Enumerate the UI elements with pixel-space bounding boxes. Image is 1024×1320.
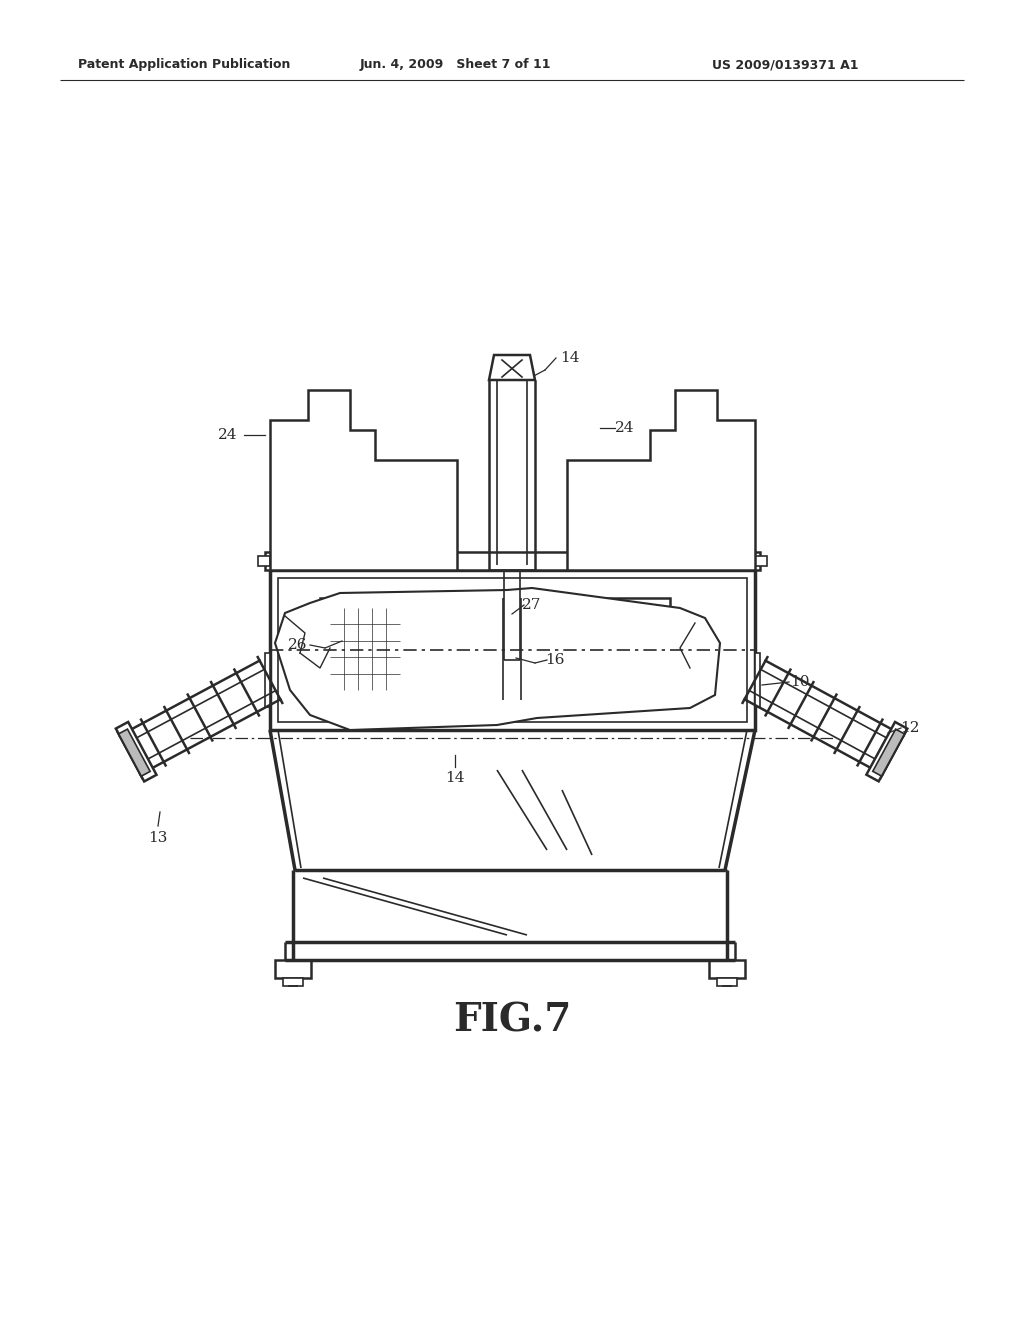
Text: 27: 27 (522, 598, 542, 612)
Text: 14: 14 (560, 351, 580, 366)
Polygon shape (116, 722, 157, 781)
Text: 26: 26 (288, 638, 308, 652)
Text: FIG.7: FIG.7 (453, 1001, 571, 1039)
Text: Patent Application Publication: Patent Application Publication (78, 58, 291, 71)
FancyBboxPatch shape (258, 556, 270, 566)
Text: 24: 24 (218, 428, 238, 442)
FancyBboxPatch shape (330, 609, 400, 690)
Polygon shape (270, 389, 457, 570)
Text: 16: 16 (545, 653, 565, 667)
FancyBboxPatch shape (275, 960, 311, 978)
Text: 24: 24 (615, 421, 635, 436)
Text: 14: 14 (445, 771, 465, 785)
FancyBboxPatch shape (319, 598, 670, 700)
Polygon shape (275, 587, 720, 730)
Text: US 2009/0139371 A1: US 2009/0139371 A1 (712, 58, 858, 71)
FancyBboxPatch shape (265, 552, 760, 570)
FancyBboxPatch shape (755, 653, 760, 708)
FancyBboxPatch shape (265, 653, 270, 708)
Polygon shape (567, 389, 755, 570)
Polygon shape (119, 729, 151, 776)
FancyBboxPatch shape (283, 978, 303, 986)
FancyBboxPatch shape (709, 960, 745, 978)
Text: Jun. 4, 2009   Sheet 7 of 11: Jun. 4, 2009 Sheet 7 of 11 (360, 58, 552, 71)
Polygon shape (489, 355, 535, 380)
FancyBboxPatch shape (717, 978, 737, 986)
Text: 10: 10 (791, 675, 810, 689)
FancyBboxPatch shape (755, 556, 767, 566)
Polygon shape (872, 729, 904, 776)
Polygon shape (866, 722, 907, 781)
Text: 12: 12 (900, 721, 920, 735)
Text: 13: 13 (148, 832, 168, 845)
